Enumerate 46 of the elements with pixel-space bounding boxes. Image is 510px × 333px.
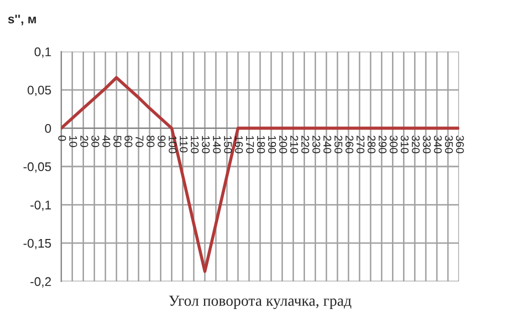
x-tick-label: 150 [224, 136, 232, 154]
x-tick-label: 190 [268, 136, 276, 154]
x-tick-label: 240 [323, 136, 332, 154]
x-tick-label: 350 [444, 136, 453, 154]
x-tick-label: 0 [58, 136, 66, 141]
x-tick-label: 340 [434, 136, 442, 154]
x-tick-label: 60 [124, 136, 132, 148]
x-tick-label: 140 [212, 136, 221, 154]
x-tick-label: 160 [235, 136, 243, 154]
x-tick-label: 90 [158, 136, 166, 148]
x-tick-label: 200 [279, 136, 288, 154]
y-tick-label: 0 [45, 124, 51, 133]
x-tick-label: 10 [69, 136, 78, 148]
y-tick-label: 0,1 [34, 47, 51, 58]
y-tick-label: -0,1 [30, 200, 51, 211]
x-tick-label: 230 [312, 136, 320, 154]
x-tick-label: 170 [246, 136, 254, 154]
x-tick-label: 100 [168, 136, 177, 154]
y-tick-label: -0,15 [24, 238, 51, 250]
x-tick-label: 290 [378, 136, 387, 154]
x-tick-label: 120 [190, 136, 199, 154]
x-tick-label: 250 [334, 136, 342, 154]
x-tick-label: 50 [113, 136, 122, 148]
x-tick-label: 260 [346, 136, 354, 154]
x-tick-label: 320 [412, 136, 420, 154]
x-tick-label: 40 [102, 135, 110, 148]
x-tick-label: 130 [202, 136, 210, 154]
x-tick-label: 360 [456, 136, 464, 154]
x-tick-label: 30 [91, 136, 100, 148]
y-axis-title: s'', м [8, 14, 36, 26]
x-tick-label: 70 [136, 136, 144, 148]
x-axis-title: Угол поворота кулачка, град [169, 296, 352, 310]
x-tick-label: 180 [257, 136, 265, 154]
y-tick-label: -0,05 [24, 162, 51, 173]
x-tick-label: 280 [368, 136, 376, 154]
y-tick-label: -0,2 [30, 277, 51, 288]
x-tick-label: 80 [146, 136, 154, 148]
x-tick-label: 20 [80, 136, 88, 148]
x-tick-label: 210 [290, 136, 298, 154]
x-tick-label: 310 [400, 136, 409, 154]
x-tick-label: 330 [422, 136, 431, 154]
x-tick-label: 270 [356, 136, 364, 154]
x-tick-label: 300 [390, 136, 398, 154]
x-tick-label: 220 [301, 136, 310, 154]
y-tick-label: 0,05 [28, 86, 51, 96]
x-tick-label: 110 [180, 136, 188, 152]
